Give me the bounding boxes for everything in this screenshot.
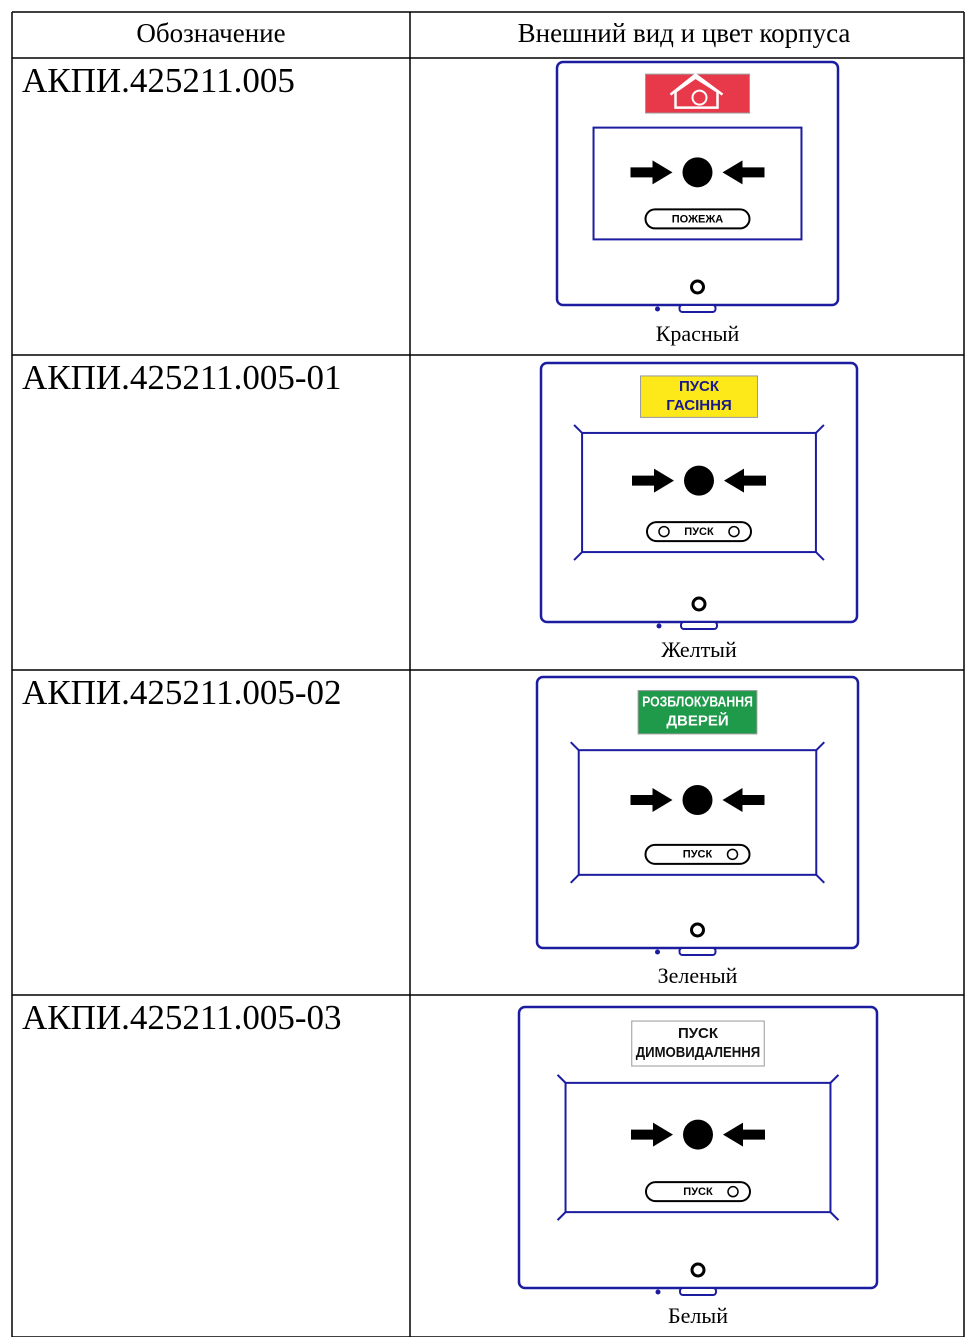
window-corner	[815, 741, 825, 751]
sign-text: ПУСК	[678, 1025, 719, 1042]
button-pill	[644, 208, 751, 230]
device-tab	[678, 304, 717, 313]
press-point	[684, 465, 714, 496]
body-color: Желтый	[661, 637, 737, 662]
arrow-right	[632, 468, 674, 493]
sign-plate	[637, 690, 758, 735]
body-color: Белый	[668, 1303, 728, 1328]
button-label: ПУСК	[683, 849, 713, 861]
sign-plate	[631, 1020, 765, 1067]
reset-hole	[690, 279, 705, 295]
window-corner	[556, 1211, 567, 1221]
device-screw	[656, 623, 662, 629]
sign-text: ДИМОВИДАЛЕННЯ	[636, 1044, 760, 1061]
designation: АКПИ.425211.005	[22, 61, 295, 100]
header-designation: Обозначение	[136, 18, 285, 48]
button-pill	[644, 843, 751, 865]
designation: АКПИ.425211.005-03	[22, 998, 342, 1037]
designation: АКПИ.425211.005-02	[22, 673, 342, 712]
arrow-left	[724, 468, 766, 493]
button-ring	[727, 1185, 739, 1198]
device-drawing: ПУСК	[539, 361, 859, 630]
press-point	[683, 1119, 713, 1150]
body-color: Зеленый	[658, 963, 738, 988]
button-pill	[646, 521, 752, 543]
fire-icon	[691, 89, 708, 106]
device-screw	[655, 306, 660, 312]
fire-house-icon	[669, 73, 724, 109]
device-drawing: ПУСК	[517, 1005, 879, 1296]
button-label: ПОЖЕЖА	[672, 213, 724, 225]
window-corner	[570, 874, 580, 884]
window-corner	[570, 741, 580, 751]
body-color: Красный	[656, 321, 740, 346]
button-ring	[726, 848, 739, 861]
window-corner	[556, 1074, 567, 1084]
window-corner	[573, 551, 583, 561]
window-corner	[815, 424, 825, 434]
press-point	[682, 785, 713, 816]
device-tab	[678, 947, 717, 956]
device-drawing: ПУСК	[535, 675, 860, 956]
window-corner	[829, 1211, 840, 1221]
window-corner	[829, 1074, 840, 1084]
arrow-left	[722, 788, 765, 813]
button-label: ПУСК	[683, 1186, 713, 1198]
header-appearance: Внешний вид и цвет корпуса	[518, 18, 851, 48]
arrow-left	[722, 160, 765, 185]
device-screw	[655, 1289, 661, 1295]
sign-text: РОЗБЛОКУВАННЯ	[642, 694, 753, 711]
window-corner	[573, 424, 583, 434]
sign-text: ПУСК	[679, 378, 720, 395]
button-pill	[645, 1181, 751, 1203]
button-ring	[658, 525, 670, 538]
arrow-right	[631, 1122, 673, 1147]
arrow-left	[723, 1122, 765, 1147]
arrow-right	[630, 788, 673, 813]
arrow-right	[630, 160, 673, 185]
reset-hole	[690, 1262, 706, 1278]
window-corner	[815, 551, 825, 561]
press-point	[682, 157, 713, 188]
reset-hole	[690, 922, 705, 938]
button-ring	[728, 525, 740, 538]
designation: АКПИ.425211.005-01	[22, 358, 342, 397]
window-corner	[815, 874, 825, 884]
device-tab	[679, 1287, 717, 1296]
device-tab	[680, 621, 718, 630]
device-drawing: ПОЖЕЖА	[555, 60, 840, 313]
sign-text: ГАСІННЯ	[666, 397, 731, 414]
sign-text: ДВЕРЕЙ	[666, 712, 728, 730]
sign-plate	[640, 375, 758, 418]
reset-hole	[691, 596, 707, 612]
button-label: ПУСК	[684, 526, 714, 538]
device-screw	[655, 949, 660, 955]
